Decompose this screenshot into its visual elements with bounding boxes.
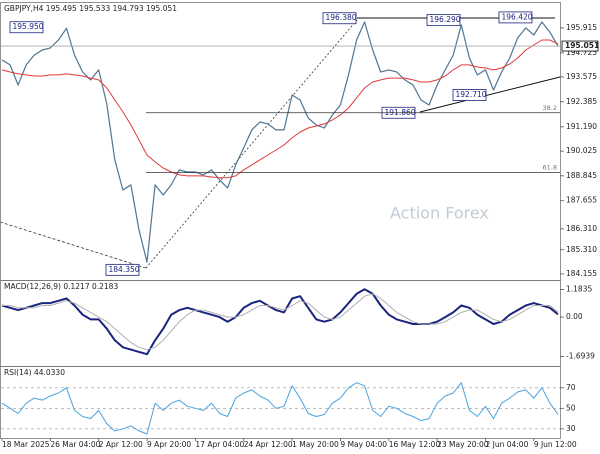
x-tick-label: 9 May 04:00 <box>340 440 387 449</box>
y-tick-label: 190.025 <box>566 146 597 155</box>
price-annotation: 196.290 <box>430 15 461 24</box>
price-annotation-box <box>498 11 533 24</box>
y-tick-label: 192.385 <box>566 97 597 106</box>
y-tick-label: 30 <box>566 424 576 433</box>
x-tick-label: 9 Jun 12:00 <box>534 440 577 449</box>
series-line <box>1 382 559 435</box>
fib-level-label: 38.2 <box>543 104 557 112</box>
price-annotation: 196.380 <box>326 13 357 22</box>
panel-frame <box>0 366 561 439</box>
fib-level-label: 61.8 <box>543 164 557 172</box>
price-annotation-box <box>426 14 461 27</box>
series-line <box>1 39 559 179</box>
panel-title: GBPJPY,H4 195.495 195.533 194.793 195.05… <box>4 4 177 13</box>
panel-title: MACD(12,26,9) 0.1217 0.2183 <box>4 282 118 291</box>
price-annotation: 195.950 <box>13 22 44 31</box>
y-tick-label: -1.6939 <box>566 351 595 360</box>
series-line <box>1 21 559 263</box>
x-tick-label: 23 May 20:00 <box>437 440 489 449</box>
price-annotation: 191.860 <box>385 108 416 117</box>
price-annotation-box <box>322 12 357 25</box>
price-annotation: 184.350 <box>109 265 140 274</box>
price-annotation: 196.420 <box>502 12 533 21</box>
y-tick-label: 0.00 <box>566 312 583 321</box>
x-tick-label: 9 Apr 20:00 <box>147 440 191 449</box>
panel-title: RSI(14) 44.0330 <box>4 368 65 377</box>
y-tick-label: 70 <box>566 383 576 392</box>
x-tick-label: 16 May 12:00 <box>389 440 441 449</box>
x-tick-label: 24 Apr 12:00 <box>244 440 293 449</box>
y-tick-label: 188.845 <box>566 171 597 180</box>
price-annotation-box <box>452 89 487 101</box>
y-tick-label: 186.310 <box>566 224 597 233</box>
series-line <box>1 288 559 356</box>
watermark: Action Forex <box>390 204 489 223</box>
y-tick-label: 193.575 <box>566 72 597 81</box>
price-annotation: 192.710 <box>456 90 487 99</box>
y-tick-label: 185.310 <box>566 245 597 254</box>
price-annotation-box <box>9 21 44 34</box>
y-tick-label: 194.725 <box>566 48 597 57</box>
last-price-label: 195.051 <box>565 41 599 50</box>
y-tick-label: 191.190 <box>566 122 597 131</box>
y-tick-label: 50 <box>566 403 576 412</box>
x-tick-label: 26 Mar 04:00 <box>50 440 100 449</box>
x-tick-label: 17 Apr 04:00 <box>195 440 244 449</box>
last-price-box <box>561 40 599 52</box>
x-tick-label: 2 Apr 12:00 <box>99 440 143 449</box>
y-tick-label: 184.155 <box>566 269 597 278</box>
support-line <box>419 76 561 113</box>
price-annotation-box <box>105 263 140 276</box>
trendline <box>0 221 147 269</box>
y-tick-label: 195.915 <box>566 23 597 32</box>
series-line <box>2 293 559 351</box>
x-tick-label: 2 Jun 04:00 <box>485 440 528 449</box>
y-tick-label: 1.1835 <box>566 285 592 294</box>
x-tick-label: 18 Mar 2025 <box>2 440 50 449</box>
y-tick-label: 187.655 <box>566 196 597 205</box>
x-tick-label: 1 May 20:00 <box>292 440 339 449</box>
